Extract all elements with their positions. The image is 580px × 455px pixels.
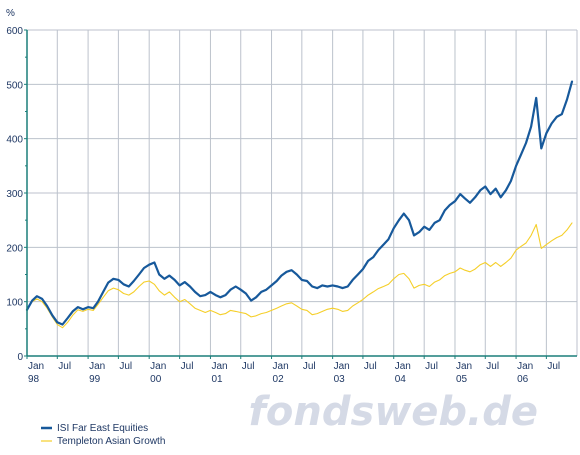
y-tick-label: 600 xyxy=(6,26,23,37)
x-tick-year: 98 xyxy=(28,374,40,385)
y-tick-label: 0 xyxy=(17,352,23,363)
x-tick-label: Jan xyxy=(273,361,289,372)
x-tick-year: 04 xyxy=(395,374,407,385)
y-axis-ticks: 0 100 200 300 400 500 600 xyxy=(6,26,27,363)
x-tick-label: Jul xyxy=(486,361,499,372)
x-tick-label: Jan xyxy=(89,361,105,372)
series-line-isi xyxy=(25,80,574,326)
legend-label-templeton: Templeton Asian Growth xyxy=(57,436,165,447)
y-tick-label: 100 xyxy=(6,298,23,309)
x-tick-year: 05 xyxy=(456,374,468,385)
y-axis-label: % xyxy=(6,8,15,19)
x-tick-label: Jan xyxy=(211,361,227,372)
x-tick-label: Jan xyxy=(517,361,533,372)
legend-entry-isi: ISI Far East Equities xyxy=(41,423,148,434)
y-tick-label: 400 xyxy=(6,135,23,146)
x-tick-label: Jul xyxy=(425,361,438,372)
x-tick-year: 00 xyxy=(150,374,162,385)
x-tick-label: Jul xyxy=(547,361,560,372)
x-tick-label: Jul xyxy=(364,361,377,372)
x-tick-label: Jan xyxy=(395,361,411,372)
watermark-logo: fondsweb.de xyxy=(249,389,538,435)
y-tick-label: 200 xyxy=(6,243,23,254)
y-tick-label: 300 xyxy=(6,189,23,200)
x-tick-label: Jul xyxy=(119,361,132,372)
x-tick-label: Jan xyxy=(150,361,166,372)
series-lines xyxy=(25,80,574,329)
x-tick-year: 02 xyxy=(273,374,285,385)
x-tick-year: 01 xyxy=(211,374,223,385)
series-line-templeton xyxy=(26,222,573,329)
grid xyxy=(27,29,578,356)
x-tick-year: 03 xyxy=(334,374,346,385)
x-tick-label: Jan xyxy=(28,361,44,372)
x-tick-label: Jan xyxy=(334,361,350,372)
x-tick-year: 99 xyxy=(89,374,101,385)
x-tick-label: Jul xyxy=(303,361,316,372)
x-tick-label: Jan xyxy=(456,361,472,372)
legend: ISI Far East Equities Templeton Asian Gr… xyxy=(41,423,165,447)
x-tick-label: Jul xyxy=(181,361,194,372)
legend-entry-templeton: Templeton Asian Growth xyxy=(41,436,165,447)
y-tick-label: 500 xyxy=(6,80,23,91)
x-tick-label: Jul xyxy=(242,361,255,372)
x-axis-ticks: Jan 98 Jul Jan 99 Jul Jan 00 Jul Jan 01 Jul Jan 02 Jul… xyxy=(26,356,560,385)
legend-label-isi: ISI Far East Equities xyxy=(57,423,148,434)
x-tick-label: Jul xyxy=(58,361,71,372)
x-tick-year: 06 xyxy=(517,374,529,385)
